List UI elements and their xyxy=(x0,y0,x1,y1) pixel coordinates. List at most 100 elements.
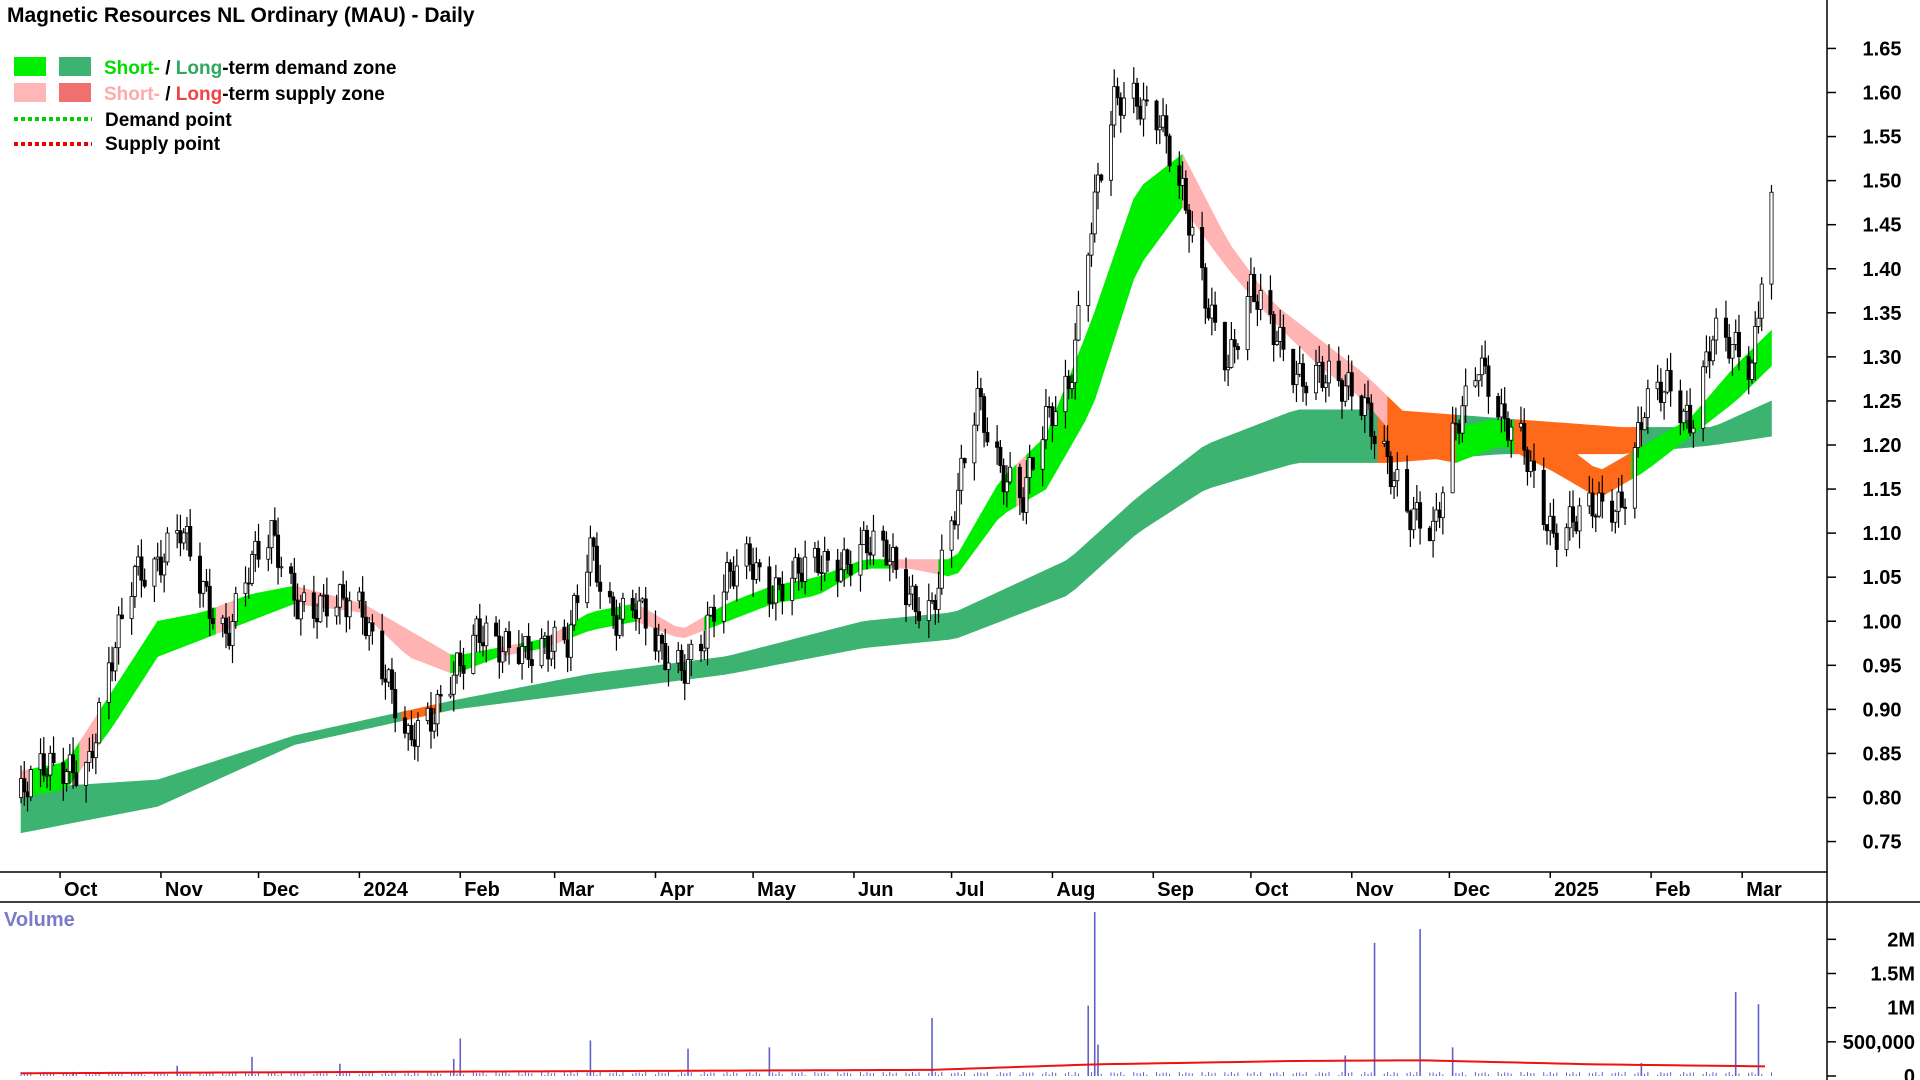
short-term-zone-segment xyxy=(586,610,598,632)
candle-body xyxy=(1177,165,1182,186)
long-term-zone-segment xyxy=(743,649,754,672)
candle-body xyxy=(1157,126,1162,131)
price-candle xyxy=(617,602,622,639)
candle-body xyxy=(1453,422,1458,425)
price-candle xyxy=(780,571,785,615)
candle-body xyxy=(1245,296,1250,351)
price-candle xyxy=(1463,368,1468,423)
price-candle xyxy=(1017,463,1022,516)
price-candle xyxy=(1144,85,1149,107)
price-candle xyxy=(184,516,189,551)
candle-body xyxy=(1278,327,1283,342)
price-candle xyxy=(1440,486,1445,535)
candle-body xyxy=(1076,305,1081,341)
candle-body xyxy=(87,751,92,763)
long-term-zone-segment xyxy=(616,669,627,689)
candle-body xyxy=(1655,381,1660,390)
candle-body xyxy=(1486,365,1491,397)
price-candle xyxy=(1024,460,1029,525)
price-candle xyxy=(246,567,251,599)
price-candle xyxy=(744,536,749,580)
price-candle xyxy=(728,559,733,589)
candle-body xyxy=(653,627,658,652)
price-candle xyxy=(972,412,977,481)
candle-body xyxy=(230,621,235,646)
price-candle xyxy=(1496,392,1501,421)
candle-body xyxy=(734,565,739,587)
price-candle xyxy=(425,702,430,725)
price-candle xyxy=(250,550,255,587)
candle-body xyxy=(679,650,684,672)
short-term-zone-segment xyxy=(948,553,959,577)
price-candle xyxy=(1577,497,1582,549)
legend-swatch-supply-long xyxy=(59,83,91,102)
date-axis: Oct Nov Dec 2024 Feb Mar Apr May Jun Jul Aug Sep Oct… xyxy=(59,872,1782,901)
candle-body xyxy=(71,754,76,774)
price-candle xyxy=(962,457,967,469)
candle-body xyxy=(93,742,98,759)
candle-body xyxy=(415,720,420,747)
candle-body xyxy=(894,547,899,570)
price-candle xyxy=(494,616,499,637)
price-candle xyxy=(1157,115,1162,145)
candle-body xyxy=(838,569,843,582)
price-candle xyxy=(1138,97,1143,126)
candle-body xyxy=(1164,115,1169,137)
candle-body xyxy=(526,636,531,660)
price-candle xyxy=(1473,367,1478,388)
price-candle xyxy=(503,627,508,662)
price-candle xyxy=(1112,69,1117,138)
short-term-zone-segment xyxy=(401,625,412,659)
candle-body xyxy=(276,534,281,568)
candle-body xyxy=(1684,404,1689,412)
candle-body xyxy=(272,520,277,536)
price-candle xyxy=(1636,406,1641,458)
candle-body xyxy=(1463,385,1468,407)
candle-body xyxy=(1326,360,1331,384)
candle-body xyxy=(1395,469,1400,482)
long-term-zone-segment xyxy=(1026,574,1037,612)
price-candle xyxy=(1714,308,1719,355)
price-candle xyxy=(210,607,215,630)
price-candle xyxy=(1030,457,1035,471)
price-candle xyxy=(142,568,147,589)
long-term-zone-segment xyxy=(313,728,324,741)
short-term-zone-segment xyxy=(1611,457,1623,491)
long-term-zone-segment xyxy=(821,629,832,657)
price-candle xyxy=(136,545,141,576)
candle-body xyxy=(825,551,830,561)
long-term-zone-segment xyxy=(606,670,617,690)
long-term-zone-segment xyxy=(508,687,520,703)
price-candle xyxy=(175,514,180,549)
candle-body xyxy=(1632,447,1637,509)
short-term-zone-segment xyxy=(596,608,607,630)
candle-body xyxy=(1274,341,1279,345)
price-tick-label: 1.00 xyxy=(1863,611,1902,633)
candle-body xyxy=(1567,506,1572,529)
candle-body xyxy=(1473,380,1478,387)
short-term-zone-segment xyxy=(440,648,451,674)
price-candle xyxy=(594,532,599,587)
long-term-zone-segment xyxy=(1162,469,1174,517)
candle-body xyxy=(868,552,873,556)
candle-body xyxy=(311,592,316,619)
price-axis: 0.75 0.80 0.85 0.90 0.95 1.00 1.05 1.10 1.15 1.20… xyxy=(1827,38,1902,854)
candle-body xyxy=(1496,395,1501,418)
short-term-zone-segment xyxy=(821,571,832,594)
candle-body xyxy=(1639,422,1644,431)
price-candle xyxy=(1753,311,1758,381)
price-candle xyxy=(41,737,46,783)
candle-body xyxy=(913,585,918,613)
long-term-zone-segment xyxy=(499,689,510,704)
short-term-zone-segment xyxy=(1602,463,1613,497)
candle-body xyxy=(1255,301,1260,310)
long-term-zone-segment xyxy=(752,646,764,670)
candle-body xyxy=(67,754,72,773)
candle-body xyxy=(777,577,782,585)
candle-body xyxy=(1369,402,1374,437)
short-term-zone-segment xyxy=(674,625,686,638)
long-term-zone-segment xyxy=(703,657,715,678)
candle-body xyxy=(152,558,157,587)
price-candle xyxy=(155,542,160,572)
long-term-zone-segment xyxy=(1104,517,1115,564)
